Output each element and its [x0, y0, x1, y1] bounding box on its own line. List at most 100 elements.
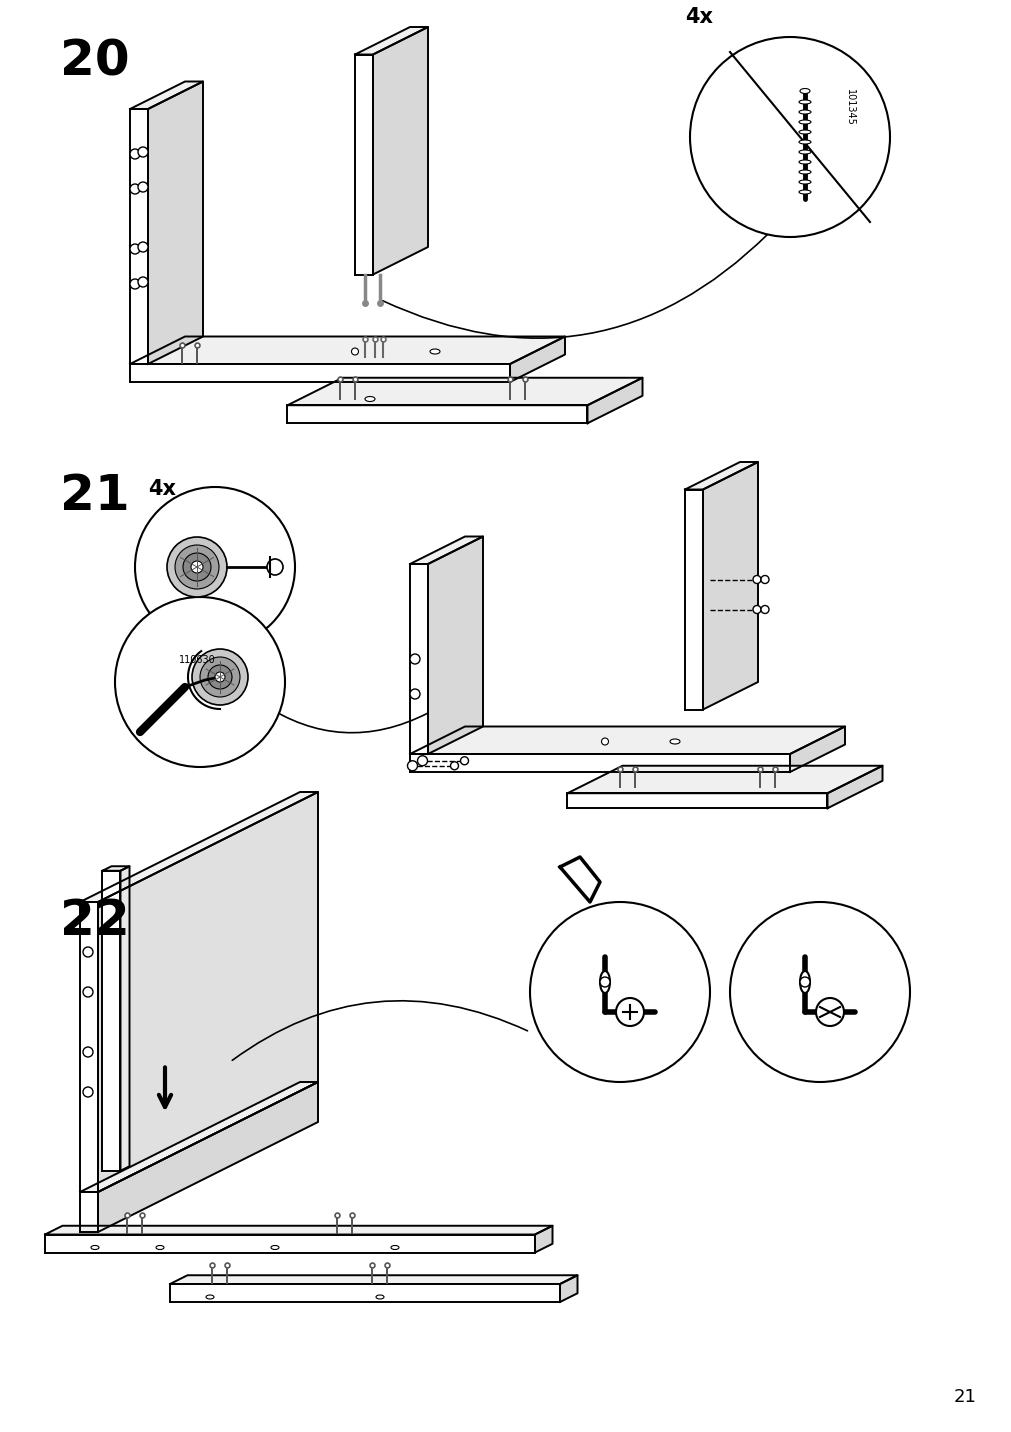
Polygon shape	[287, 378, 642, 405]
Circle shape	[134, 487, 295, 647]
Polygon shape	[80, 1083, 317, 1191]
Circle shape	[267, 558, 283, 576]
Circle shape	[729, 902, 909, 1083]
Circle shape	[351, 348, 358, 355]
Ellipse shape	[799, 180, 810, 183]
Circle shape	[407, 760, 418, 770]
Ellipse shape	[799, 140, 810, 145]
Ellipse shape	[799, 190, 810, 193]
Polygon shape	[44, 1226, 552, 1234]
Circle shape	[192, 649, 248, 705]
Polygon shape	[355, 54, 373, 275]
Ellipse shape	[206, 1295, 213, 1299]
Polygon shape	[684, 490, 703, 709]
Polygon shape	[98, 1083, 317, 1232]
Circle shape	[800, 977, 809, 987]
Text: 110630: 110630	[179, 654, 215, 664]
Circle shape	[83, 947, 93, 957]
Circle shape	[450, 762, 458, 770]
Circle shape	[214, 672, 224, 682]
Circle shape	[752, 576, 760, 583]
Text: 4x: 4x	[148, 478, 176, 498]
Polygon shape	[587, 378, 642, 424]
Polygon shape	[703, 463, 757, 709]
Polygon shape	[129, 109, 148, 364]
Circle shape	[616, 998, 643, 1025]
Polygon shape	[409, 537, 482, 564]
Text: 22: 22	[60, 896, 129, 945]
Polygon shape	[170, 1285, 559, 1302]
Ellipse shape	[799, 130, 810, 135]
Polygon shape	[684, 463, 757, 490]
Circle shape	[129, 149, 140, 159]
Circle shape	[418, 756, 427, 766]
Ellipse shape	[799, 120, 810, 125]
Circle shape	[409, 654, 420, 664]
Circle shape	[460, 756, 468, 765]
Circle shape	[83, 1087, 93, 1097]
Polygon shape	[80, 1191, 98, 1232]
Circle shape	[175, 546, 218, 589]
Polygon shape	[148, 82, 203, 364]
Circle shape	[137, 276, 148, 286]
Circle shape	[137, 242, 148, 252]
Text: 21: 21	[60, 473, 129, 520]
Polygon shape	[355, 27, 428, 54]
Ellipse shape	[271, 1246, 279, 1250]
Circle shape	[167, 537, 226, 597]
Ellipse shape	[799, 150, 810, 155]
Polygon shape	[44, 1234, 535, 1253]
Polygon shape	[170, 1276, 577, 1285]
Polygon shape	[567, 766, 882, 793]
Circle shape	[200, 657, 240, 697]
Circle shape	[129, 243, 140, 253]
Circle shape	[752, 606, 760, 613]
Circle shape	[208, 664, 232, 689]
Ellipse shape	[669, 739, 679, 745]
Ellipse shape	[430, 349, 440, 354]
Polygon shape	[535, 1226, 552, 1253]
Circle shape	[530, 902, 710, 1083]
Circle shape	[760, 606, 768, 613]
Text: 20: 20	[60, 37, 129, 84]
Circle shape	[129, 183, 140, 193]
Polygon shape	[129, 82, 203, 109]
Circle shape	[760, 576, 768, 583]
Polygon shape	[409, 564, 428, 755]
Polygon shape	[409, 726, 844, 755]
Ellipse shape	[799, 100, 810, 105]
Circle shape	[129, 279, 140, 289]
Polygon shape	[790, 726, 844, 772]
Polygon shape	[559, 1276, 577, 1302]
Polygon shape	[120, 866, 129, 1171]
Polygon shape	[102, 866, 129, 871]
Circle shape	[191, 561, 203, 573]
Circle shape	[137, 182, 148, 192]
Ellipse shape	[365, 397, 375, 401]
Circle shape	[115, 597, 285, 768]
Ellipse shape	[800, 89, 809, 93]
Ellipse shape	[799, 110, 810, 115]
Circle shape	[137, 147, 148, 158]
Circle shape	[601, 737, 608, 745]
Ellipse shape	[600, 971, 610, 992]
Ellipse shape	[799, 170, 810, 175]
Ellipse shape	[800, 971, 809, 992]
Ellipse shape	[390, 1246, 398, 1250]
Ellipse shape	[376, 1295, 383, 1299]
Ellipse shape	[799, 160, 810, 165]
Polygon shape	[510, 337, 564, 382]
Polygon shape	[827, 766, 882, 808]
Polygon shape	[102, 871, 120, 1171]
Polygon shape	[80, 792, 317, 902]
Polygon shape	[80, 902, 98, 1191]
Polygon shape	[98, 792, 317, 1191]
Polygon shape	[287, 405, 587, 424]
Polygon shape	[409, 755, 790, 772]
Ellipse shape	[91, 1246, 99, 1250]
Circle shape	[600, 977, 610, 987]
Ellipse shape	[156, 1246, 164, 1250]
Polygon shape	[129, 337, 564, 364]
Polygon shape	[129, 364, 510, 382]
Circle shape	[815, 998, 843, 1025]
